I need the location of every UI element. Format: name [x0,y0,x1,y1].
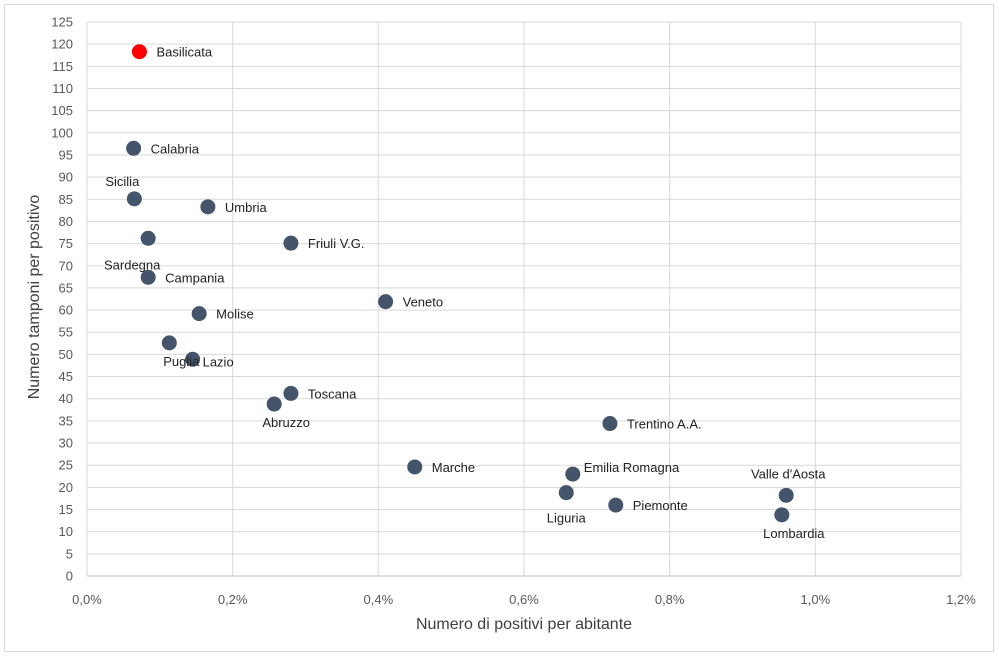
x-tick-label: 0,4% [364,592,394,607]
label-marche: Marche [432,460,475,475]
point-basilicata [131,44,147,60]
label-toscana: Toscana [308,386,357,401]
x-tick-label: 0,6% [509,592,539,607]
point-emilia-romagna [565,466,581,482]
label-abruzzo: Abruzzo [262,415,310,430]
y-tick-label: 20 [59,480,73,495]
y-tick-label: 30 [59,436,73,451]
point-marche [407,459,423,475]
point-labels: Basilicata Calabria Sicilia Umbria Sardegna F… [104,45,826,541]
x-axis-title: Numero di positivi per abitante [416,616,632,633]
point-veneto [378,294,394,310]
label-sicilia: Sicilia [105,174,140,189]
point-abruzzo [266,396,282,412]
y-tick-label: 45 [59,369,73,384]
x-tick-label: 1,2% [946,592,976,607]
point-sardegna [140,230,156,246]
label-piemonte: Piemonte [633,498,688,513]
y-tick-label: 110 [52,81,73,96]
y-tick-label: 65 [59,280,73,295]
label-veneto: Veneto [403,295,444,310]
point-friuli-v-g [283,235,299,251]
label-lazio: Lazio [203,354,234,369]
data-points [126,44,794,523]
y-tick-label: 35 [59,413,73,428]
x-tick-label: 0,8% [655,592,685,607]
point-trentino-a-a [602,416,618,432]
label-basilicata: Basilicata [156,45,212,60]
y-tick-label: 55 [59,325,73,340]
y-tick-label: 105 [51,103,73,118]
x-tick-label: 0,2% [218,592,248,607]
y-tick-label: 60 [59,303,73,318]
label-umbria: Umbria [225,200,268,215]
grid-lines [86,21,962,577]
label-lombardia: Lombardia [763,526,825,541]
point-calabria [126,140,142,156]
y-tick-label: 115 [52,59,73,74]
x-tick-label: 1,0% [801,592,831,607]
y-tick-label: 75 [59,236,73,251]
y-tick-label: 85 [59,192,73,207]
y-tick-label: 25 [59,458,73,473]
y-tick-label: 90 [59,170,73,185]
point-piemonte [608,497,624,513]
label-emilia-romagna: Emilia Romagna [584,460,680,475]
y-tick-label: 15 [59,502,73,517]
label-puglia: Puglia [163,354,200,369]
y-axis-title: Numero tamponi per positivo [26,195,43,400]
y-tick-label: 10 [59,524,73,539]
y-axis-ticks: 0 5 10 15 20 25 30 35 40 45 50 55 60 65 70 75 80 85 90 95 10… [51,15,73,584]
point-valle-d-aosta [778,487,794,503]
point-molise [191,306,207,322]
label-molise: Molise [216,307,254,322]
label-liguria: Liguria [547,511,587,526]
point-liguria [558,485,574,501]
label-friuli-v-g: Friuli V.G. [308,236,365,251]
point-sicilia [126,191,142,207]
label-valle-d-aosta: Valle d'Aosta [751,466,826,481]
label-calabria: Calabria [151,141,200,156]
x-tick-label: 0,0% [72,592,102,607]
y-tick-label: 100 [51,125,73,140]
y-tick-label: 70 [59,258,73,273]
point-puglia [161,335,177,351]
y-tick-label: 50 [59,347,73,362]
y-tick-label: 40 [59,391,73,406]
point-campania [140,269,156,285]
y-tick-label: 80 [59,214,73,229]
point-lazio [185,351,201,367]
chart-frame [4,4,994,652]
y-tick-label: 0 [66,569,73,584]
point-umbria [200,199,216,215]
label-trentino-a-a: Trentino A.A. [627,417,702,432]
y-tick-label: 95 [59,147,73,162]
y-tick-label: 120 [51,37,73,52]
label-sardegna: Sardegna [104,257,161,272]
x-axis-ticks: 0,0% 0,2% 0,4% 0,6% 0,8% 1,0% 1,2% [72,592,976,607]
label-campania: Campania [165,270,225,285]
point-lombardia [774,507,790,523]
point-toscana [283,385,299,401]
y-tick-label: 125 [51,15,73,30]
y-tick-label: 5 [66,546,73,561]
